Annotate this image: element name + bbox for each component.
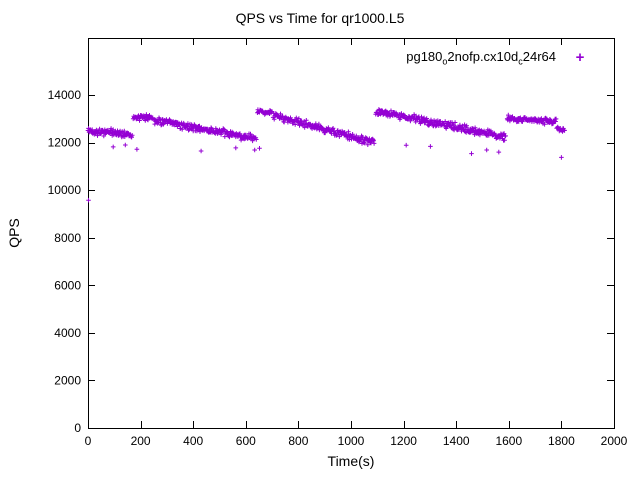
chart-title: QPS vs Time for qr1000.L5 xyxy=(235,10,405,26)
svg-text:1400: 1400 xyxy=(443,434,470,448)
svg-text:0: 0 xyxy=(85,434,92,448)
svg-text:1600: 1600 xyxy=(495,434,522,448)
svg-text:6000: 6000 xyxy=(54,278,81,292)
svg-text:14000: 14000 xyxy=(48,88,82,102)
x-axis-label: Time(s) xyxy=(327,453,375,469)
svg-text:2000: 2000 xyxy=(54,373,81,387)
svg-text:600: 600 xyxy=(236,434,256,448)
svg-text:2000: 2000 xyxy=(601,434,628,448)
svg-text:800: 800 xyxy=(288,434,308,448)
svg-text:0: 0 xyxy=(74,421,81,435)
svg-text:10000: 10000 xyxy=(48,183,82,197)
svg-text:1000: 1000 xyxy=(338,434,365,448)
svg-text:400: 400 xyxy=(183,434,203,448)
svg-text:1800: 1800 xyxy=(548,434,575,448)
legend-label: pg180o2nofp.cx10dc24r64 xyxy=(406,49,556,67)
plus-marker-icon: + xyxy=(575,49,585,67)
svg-text:8000: 8000 xyxy=(54,231,81,245)
svg-text:12000: 12000 xyxy=(48,136,82,150)
svg-text:200: 200 xyxy=(131,434,151,448)
legend-entry: pg180o2nofp.cx10dc24r64 + xyxy=(406,49,590,67)
svg-text:1200: 1200 xyxy=(390,434,417,448)
svg-text:4000: 4000 xyxy=(54,326,81,340)
